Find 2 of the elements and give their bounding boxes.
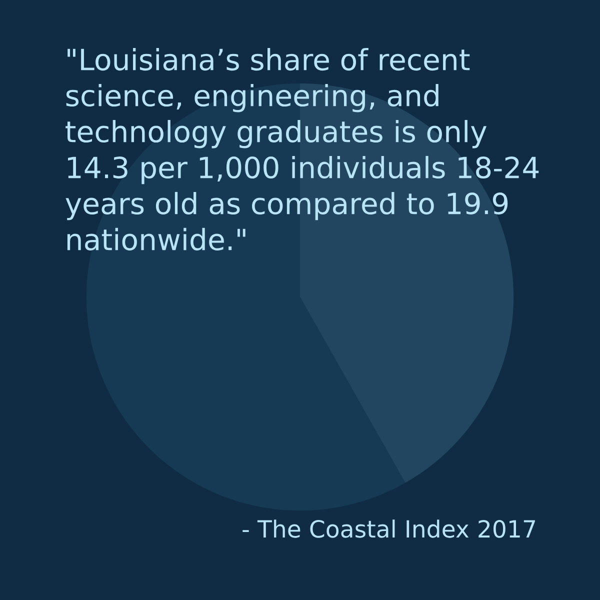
text: "Louisiana’s share of recent science, engineering, and technology graduates is only 14.3 per 1,000 individuals 18-24 years old as compared to 19.9 nationwide." [66, 48, 539, 250]
text: - The Coastal Index 2017 [242, 520, 535, 538]
